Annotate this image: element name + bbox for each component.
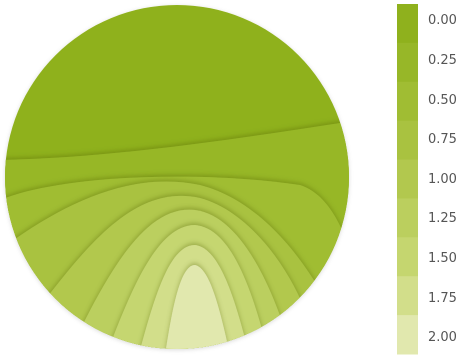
colorbar-tick-label: 2.00 — [428, 330, 457, 345]
contour-layers — [5, 120, 349, 349]
contour-band-2.00 — [165, 265, 230, 349]
colorbar-tick-label: 0.25 — [428, 53, 457, 68]
colorbar-tick-label: 1.25 — [428, 211, 457, 226]
colorbar-swatch — [397, 315, 418, 355]
colorbar-swatch — [397, 4, 418, 44]
colorbar-swatch — [397, 237, 418, 277]
colorbar-tick-label: 0.00 — [428, 13, 457, 28]
colorbar-tick-label: 0.50 — [428, 93, 457, 108]
colorbar-swatch — [397, 42, 418, 83]
colorbar-tick-label: 1.50 — [428, 251, 457, 266]
colorbar-tick-label: 1.00 — [428, 172, 457, 187]
colorbar-swatch — [397, 198, 418, 238]
colorbar: 0.00 0.25 0.50 0.75 1.00 1.25 1.50 1.75 2.00 — [397, 4, 457, 355]
colorbar-swatch — [397, 276, 418, 316]
colorbar-swatch — [397, 120, 418, 161]
colorbar-tick-label: 0.75 — [428, 132, 457, 147]
colorbar-swatch — [397, 159, 418, 199]
colorbar-tick-label: 1.75 — [428, 291, 457, 306]
colorbar-swatch — [397, 81, 418, 122]
